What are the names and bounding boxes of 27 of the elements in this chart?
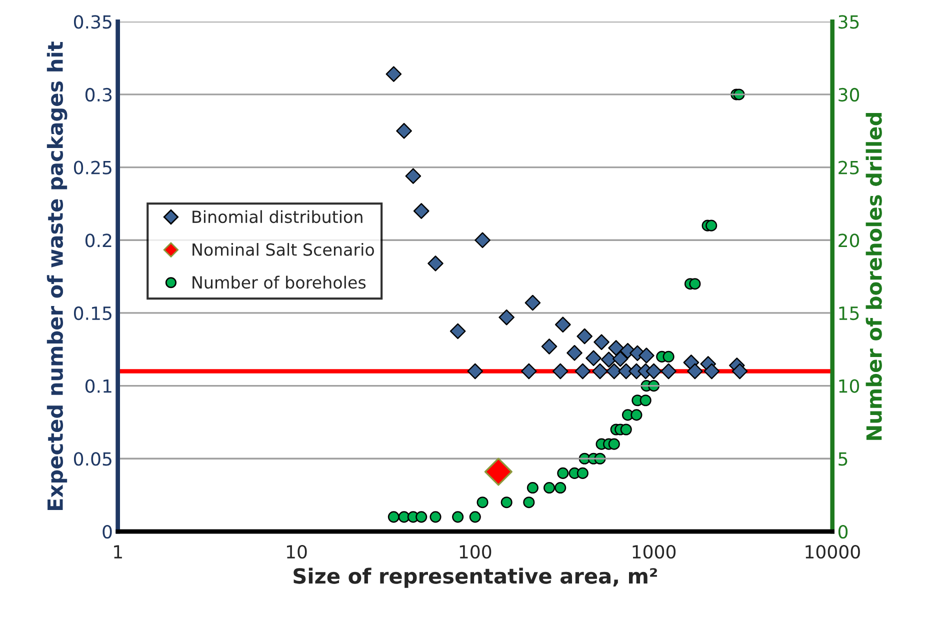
y2-axis-title: Number of boreholes drilled [866,113,882,440]
x-tick-label: 10 [286,544,307,559]
x-tick-label: 1000 [632,544,676,559]
y2-tick-label: 35 [838,15,859,29]
y-axis-title: Expected number of waste packages hit [46,42,68,510]
legend-label: Number of boreholes [192,276,366,289]
y-tick-label: 0.1 [85,379,112,393]
y-tick-label: 0.35 [74,15,112,29]
y-tick-label: 0.05 [74,452,112,466]
legend-label: Nominal Salt Scenario [192,242,374,256]
legend-label: Binomial distribution [192,210,362,224]
x-axis-title: Size of representative area, m² [294,568,657,588]
y2-tick-label: 10 [839,379,860,393]
y-tick-label: 0.3 [85,88,112,102]
x-tick-label: 1 [114,545,122,558]
y2-tick-label: 30 [838,88,860,102]
y2-tick-label: 25 [838,160,859,174]
y-tick-label: 0.2 [85,234,112,248]
x-tick-label: 100 [460,544,492,559]
y-tick-label: 0 [102,524,112,539]
y-tick-label: 0.25 [74,160,112,174]
y2-tick-label: 0 [838,524,848,539]
x-tick-label: 10000 [806,544,860,559]
y2-tick-label: 5 [838,452,848,466]
y2-tick-label: 15 [839,306,859,320]
y2-tick-label: 20 [838,234,860,248]
y-tick-label: 0.15 [74,306,112,320]
